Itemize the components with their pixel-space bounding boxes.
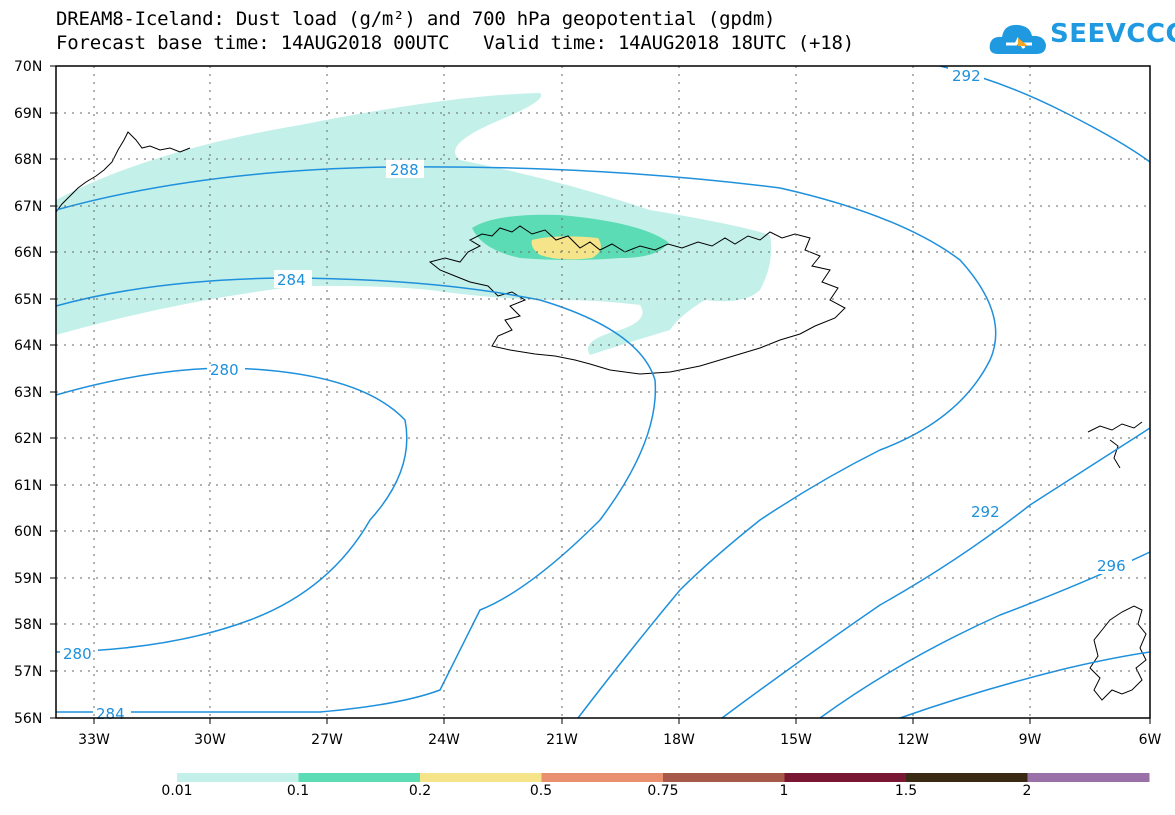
contour-300 — [899, 651, 1151, 719]
contour-label: 280 — [63, 645, 92, 663]
colorbar-label: 0.75 — [647, 783, 679, 799]
logo-text: SEEVCCC — [1050, 19, 1175, 49]
lat-label: 64N — [14, 338, 42, 354]
colorbar — [177, 773, 1150, 782]
scotland-coastline — [1089, 605, 1147, 701]
lat-label: 68N — [14, 152, 42, 168]
colorbar-label: 1 — [779, 783, 789, 799]
contour-label: 292 — [952, 67, 981, 85]
lat-label: 57N — [14, 664, 42, 680]
contour-292-bottom — [721, 427, 1151, 719]
lat-label: 61N — [14, 478, 42, 494]
lon-label: 21W — [546, 732, 578, 748]
lat-label: 63N — [14, 385, 42, 401]
dust-region-high — [531, 236, 601, 260]
colorbar-segment — [1027, 773, 1150, 782]
lon-label: 30W — [194, 732, 226, 748]
colorbar-label: 0.1 — [286, 783, 310, 799]
lat-label: 65N — [14, 292, 42, 308]
contour-labels: 292 288 284 280 280 284 292 296 — [60, 66, 1132, 723]
iceland-coastline — [428, 225, 846, 375]
lat-label: 56N — [14, 711, 42, 727]
lat-label: 58N — [14, 617, 42, 633]
contour-284 — [55, 277, 657, 713]
contour-label: 296 — [1097, 557, 1126, 575]
lon-label: 9W — [1019, 732, 1042, 748]
cloud-icon — [989, 24, 1046, 54]
colorbar-segment — [298, 773, 421, 782]
colorbar-label: 0.01 — [161, 783, 193, 799]
lon-label: 6W — [1139, 732, 1162, 748]
contour-label: 284 — [277, 271, 306, 289]
colorbar-label: 2 — [1022, 783, 1032, 799]
colorbar-segment — [663, 773, 785, 782]
coastlines — [55, 131, 1147, 701]
chart-subtitle: Forecast base time: 14AUG2018 00UTC Vali… — [56, 32, 854, 54]
contour-280 — [55, 367, 408, 653]
dust-load-field — [56, 93, 772, 355]
lat-label: 60N — [14, 524, 42, 540]
lat-label: 59N — [14, 571, 42, 587]
latitude-labels: 70N 69N 68N 67N 66N 65N 64N 63N 62N 61N … — [14, 59, 42, 727]
dust-region-low — [56, 93, 772, 355]
lon-label: 12W — [897, 732, 929, 748]
contour-296 — [819, 551, 1151, 719]
greenland-coastline — [55, 131, 191, 213]
colorbar-label: 0.5 — [529, 783, 553, 799]
colorbar-segment — [784, 773, 907, 782]
tick-marks — [50, 65, 1151, 724]
lat-label: 62N — [14, 431, 42, 447]
colorbar-segment — [906, 773, 1028, 782]
lon-label: 33W — [78, 732, 110, 748]
faroe-coastline — [1087, 421, 1143, 469]
lat-label: 69N — [14, 106, 42, 122]
contour-label: 284 — [96, 705, 125, 723]
colorbar-segment — [541, 773, 664, 782]
chart-title: DREAM8-Iceland: Dust load (g/m²) and 700… — [56, 8, 776, 30]
lat-label: 67N — [14, 199, 42, 215]
colorbar-label: 1.5 — [894, 783, 918, 799]
contour-label: 288 — [390, 161, 419, 179]
lon-label: 15W — [780, 732, 812, 748]
colorbar-segment — [177, 773, 299, 782]
contour-label: 292 — [971, 503, 1000, 521]
lat-label: 66N — [14, 245, 42, 261]
colorbar-segment — [420, 773, 542, 782]
contour-label: 280 — [210, 361, 239, 379]
lon-label: 27W — [311, 732, 343, 748]
longitude-labels: 33W 30W 27W 24W 21W 18W 15W 12W 9W 6W — [78, 732, 1161, 748]
lon-label: 18W — [663, 732, 695, 748]
lat-label: 70N — [14, 59, 42, 75]
lon-label: 24W — [428, 732, 460, 748]
colorbar-label: 0.2 — [408, 783, 432, 799]
